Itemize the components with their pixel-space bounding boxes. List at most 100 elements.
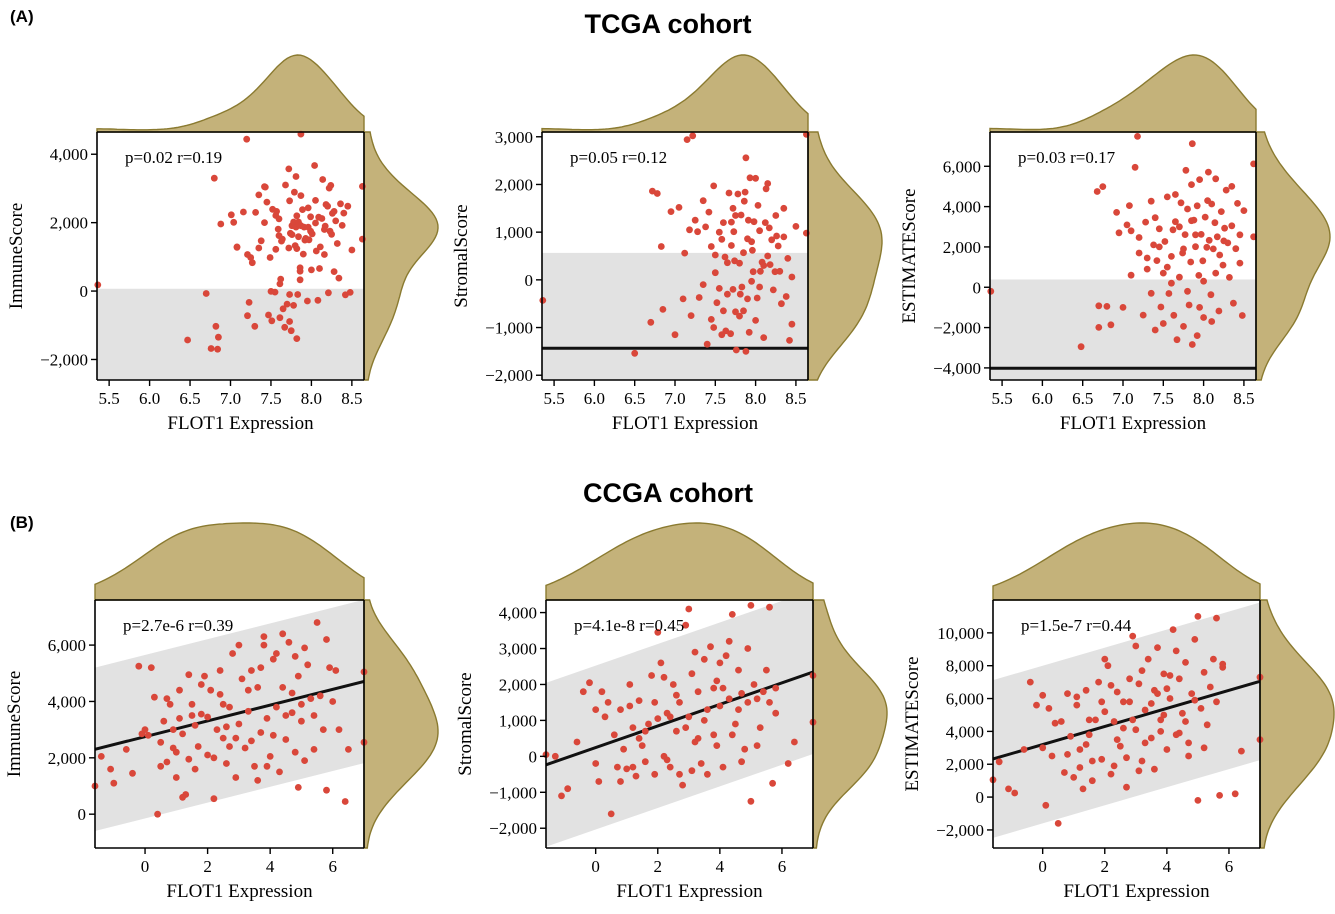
data-point <box>279 305 287 313</box>
data-point <box>1168 253 1175 260</box>
data-point <box>286 318 293 325</box>
data-point <box>759 688 767 696</box>
data-point <box>274 225 282 233</box>
data-point <box>683 136 691 144</box>
data-point <box>188 712 196 719</box>
x-tick-label: 5.5 <box>991 389 1012 408</box>
data-point <box>279 630 287 638</box>
data-point <box>1212 269 1220 277</box>
data-point <box>1200 314 1207 321</box>
y-tick-label: −2,000 <box>933 319 981 338</box>
data-point <box>107 765 114 773</box>
confidence-band <box>546 600 813 847</box>
data-point <box>1191 696 1199 704</box>
data-point <box>288 689 296 697</box>
data-point <box>1088 757 1096 765</box>
data-point <box>711 269 719 277</box>
x-tick-label: 7.5 <box>1153 389 1174 408</box>
x-tick-label: 6 <box>328 857 337 876</box>
x-tick-label: 6.0 <box>584 389 605 408</box>
data-point <box>223 723 230 731</box>
data-point <box>1076 746 1084 753</box>
data-point <box>1142 218 1149 226</box>
data-point <box>1219 261 1227 269</box>
data-point <box>707 643 714 651</box>
data-point <box>784 255 792 262</box>
data-point <box>1203 243 1211 251</box>
data-point <box>1191 636 1199 643</box>
chart-tcga-immune: 5.5 6.0 6.5 7.0 7.5 8.0 8.5 −2,000 0 2,000 4,000 FL… <box>6 54 439 434</box>
data-point <box>780 233 788 241</box>
data-point <box>266 254 274 261</box>
data-point <box>1201 213 1209 221</box>
data-point <box>191 765 199 773</box>
data-point <box>721 253 729 261</box>
chart-ccga-immune: 0 2 4 6 0 2,000 4,000 6,000 FLOT1 Expression Immu… <box>4 522 439 902</box>
data-point <box>301 644 308 652</box>
y-tick-label: 0 <box>78 805 87 824</box>
data-point <box>135 662 143 670</box>
data-point <box>179 730 187 738</box>
data-point <box>290 218 297 226</box>
data-point <box>172 774 180 781</box>
data-point <box>679 295 687 303</box>
data-point <box>1138 667 1146 674</box>
data-point <box>233 243 241 251</box>
data-point <box>713 299 721 307</box>
data-point <box>728 218 735 226</box>
data-point <box>319 726 327 733</box>
data-point <box>745 328 753 336</box>
data-point <box>663 756 671 764</box>
data-point <box>1160 711 1168 719</box>
data-point <box>763 666 770 674</box>
data-point <box>257 237 265 245</box>
y-axis-label: ImmuneScore <box>4 671 25 778</box>
data-point <box>1205 236 1213 244</box>
data-point <box>754 202 762 209</box>
x-tick-label: 6 <box>778 857 787 876</box>
data-point <box>1073 693 1081 701</box>
data-point <box>244 251 251 258</box>
data-point <box>722 652 730 660</box>
data-point <box>695 294 703 301</box>
data-point <box>792 223 800 230</box>
data-point <box>1051 719 1059 727</box>
y-density-curve <box>807 131 883 381</box>
data-point <box>207 345 215 352</box>
data-point <box>308 266 315 274</box>
data-point <box>1120 698 1127 706</box>
data-point <box>732 308 739 316</box>
data-point <box>307 213 314 221</box>
data-point <box>151 693 158 701</box>
data-point <box>1221 224 1228 232</box>
data-point <box>1159 269 1167 277</box>
data-point <box>254 777 262 784</box>
data-point <box>738 690 745 697</box>
data-point <box>1070 774 1078 781</box>
data-point <box>1173 336 1181 344</box>
data-point <box>1188 690 1196 697</box>
data-point <box>1147 197 1155 205</box>
data-point <box>243 135 251 143</box>
data-point <box>598 688 606 696</box>
data-point <box>1101 708 1109 716</box>
data-point <box>786 337 793 344</box>
data-point <box>244 707 252 715</box>
data-point <box>248 667 255 674</box>
data-point <box>1207 291 1215 299</box>
data-point <box>1161 238 1169 245</box>
x-tick-label: 0 <box>141 857 150 876</box>
data-point <box>1232 245 1240 253</box>
data-point <box>261 183 269 191</box>
data-point <box>210 754 218 762</box>
data-point <box>1048 752 1056 760</box>
data-point <box>241 744 249 752</box>
y-tick-label: −2,000 <box>40 350 88 369</box>
data-point <box>1185 739 1192 747</box>
x-density-curve <box>992 522 1261 601</box>
data-point <box>348 246 356 254</box>
x-axis-label: FLOT1 Expression <box>167 413 314 434</box>
data-point <box>1200 277 1207 285</box>
data-point <box>283 300 291 308</box>
data-point <box>273 650 280 657</box>
